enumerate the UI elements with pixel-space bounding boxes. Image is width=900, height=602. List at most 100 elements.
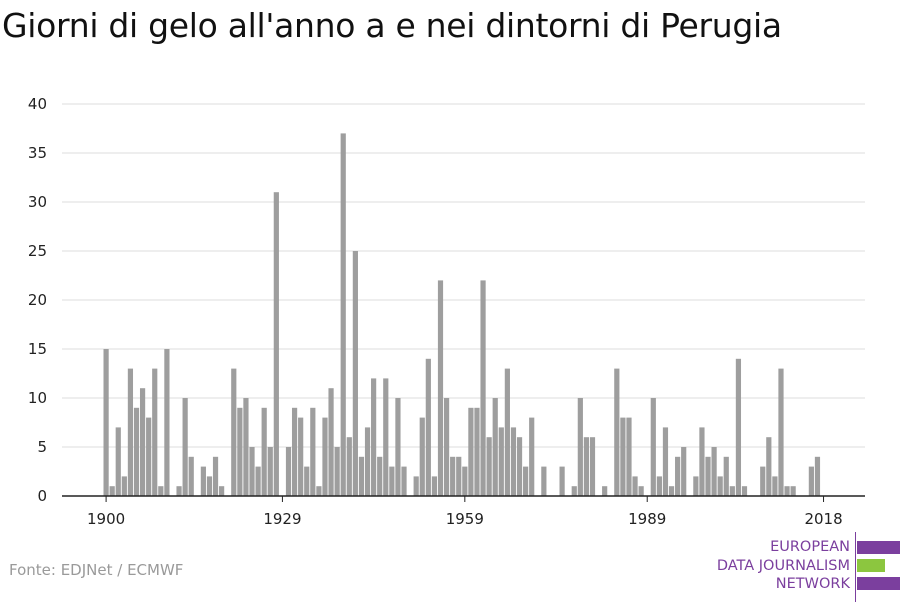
logo-line-3: NETWORK	[775, 576, 850, 592]
bar	[285, 447, 292, 496]
bar	[121, 476, 127, 496]
y-tick-label: 0	[37, 487, 47, 505]
bar	[188, 456, 194, 496]
bar	[419, 417, 425, 496]
bar	[352, 251, 358, 496]
bar	[249, 447, 255, 496]
bar	[176, 486, 182, 496]
bar	[298, 417, 304, 496]
bar	[206, 476, 213, 496]
bar	[261, 407, 267, 496]
logo-bar-1	[857, 541, 900, 554]
bar	[291, 407, 298, 496]
bar	[377, 456, 383, 496]
bar	[358, 456, 365, 496]
x-tick-label: 2018	[804, 510, 842, 528]
bar	[559, 466, 565, 496]
logo-line-1: EUROPEAN	[770, 539, 850, 555]
bar	[115, 427, 121, 496]
axes	[62, 495, 865, 502]
gridlines	[62, 103, 865, 448]
bar	[529, 417, 535, 496]
bar	[346, 437, 352, 496]
bar	[498, 427, 504, 496]
bar	[675, 456, 681, 496]
bar	[766, 437, 772, 496]
bar	[364, 427, 371, 496]
bar	[814, 456, 821, 496]
bar	[462, 466, 468, 496]
bar	[334, 447, 340, 496]
bar	[492, 398, 498, 496]
bar	[340, 133, 346, 496]
bar	[164, 349, 170, 496]
logo-bar-2	[857, 559, 885, 572]
bar	[790, 486, 796, 496]
bar	[267, 447, 273, 496]
logo-line-2: DATA JOURNALISM	[716, 557, 850, 574]
y-tick-label: 15	[28, 340, 47, 358]
bar	[577, 398, 583, 496]
bar	[699, 427, 705, 496]
bar	[626, 417, 632, 496]
y-tick-label: 10	[28, 389, 47, 407]
bar	[474, 407, 480, 496]
bar	[395, 398, 401, 496]
bar	[693, 476, 699, 496]
bar	[231, 368, 237, 496]
bar	[146, 417, 152, 496]
x-tick-label: 1989	[628, 510, 666, 528]
bar	[152, 368, 158, 496]
bar	[571, 486, 577, 496]
bar	[158, 486, 164, 496]
bar	[273, 192, 279, 496]
bar	[778, 368, 784, 496]
y-tick-label: 20	[28, 291, 47, 309]
bar	[456, 456, 462, 496]
bar	[662, 427, 669, 496]
y-axis-labels: 0 5 10 15 20 25 30 35 40	[28, 95, 47, 505]
bar	[504, 368, 510, 496]
x-tick-label: 1900	[87, 510, 125, 528]
bar	[133, 407, 140, 496]
bar	[632, 476, 638, 496]
bar	[109, 486, 115, 496]
y-tick-label: 5	[37, 438, 47, 456]
x-tick-label: 1929	[263, 510, 301, 528]
chart-title: Giorni di gelo all'anno a e nei dintorni…	[2, 6, 782, 45]
bar	[328, 388, 334, 496]
y-tick-label: 40	[28, 95, 47, 113]
x-tick-label: 1959	[446, 510, 484, 528]
logo-divider	[855, 532, 856, 602]
bar	[620, 417, 626, 496]
y-tick-label: 30	[28, 193, 47, 211]
bar	[383, 378, 389, 496]
bar	[656, 476, 662, 496]
bar	[200, 466, 206, 496]
bar	[589, 437, 596, 496]
bar	[371, 378, 377, 496]
bar	[681, 447, 687, 496]
bar	[450, 456, 456, 496]
bar	[437, 280, 444, 496]
bar	[431, 476, 438, 496]
bar	[541, 466, 547, 496]
bar	[219, 486, 225, 496]
bar	[784, 486, 790, 496]
bar	[650, 398, 656, 496]
bar	[614, 368, 620, 496]
bar	[425, 358, 431, 496]
bar	[468, 407, 474, 496]
bar	[480, 280, 486, 496]
bar	[127, 368, 134, 496]
bar	[583, 437, 590, 496]
bar	[212, 456, 219, 496]
source-note: Fonte: EDJNet / ECMWF	[9, 561, 184, 579]
y-tick-label: 25	[28, 242, 47, 260]
bar	[443, 398, 450, 496]
bar	[735, 358, 742, 496]
bar	[103, 349, 109, 496]
bar	[237, 407, 243, 496]
bar	[668, 486, 675, 496]
